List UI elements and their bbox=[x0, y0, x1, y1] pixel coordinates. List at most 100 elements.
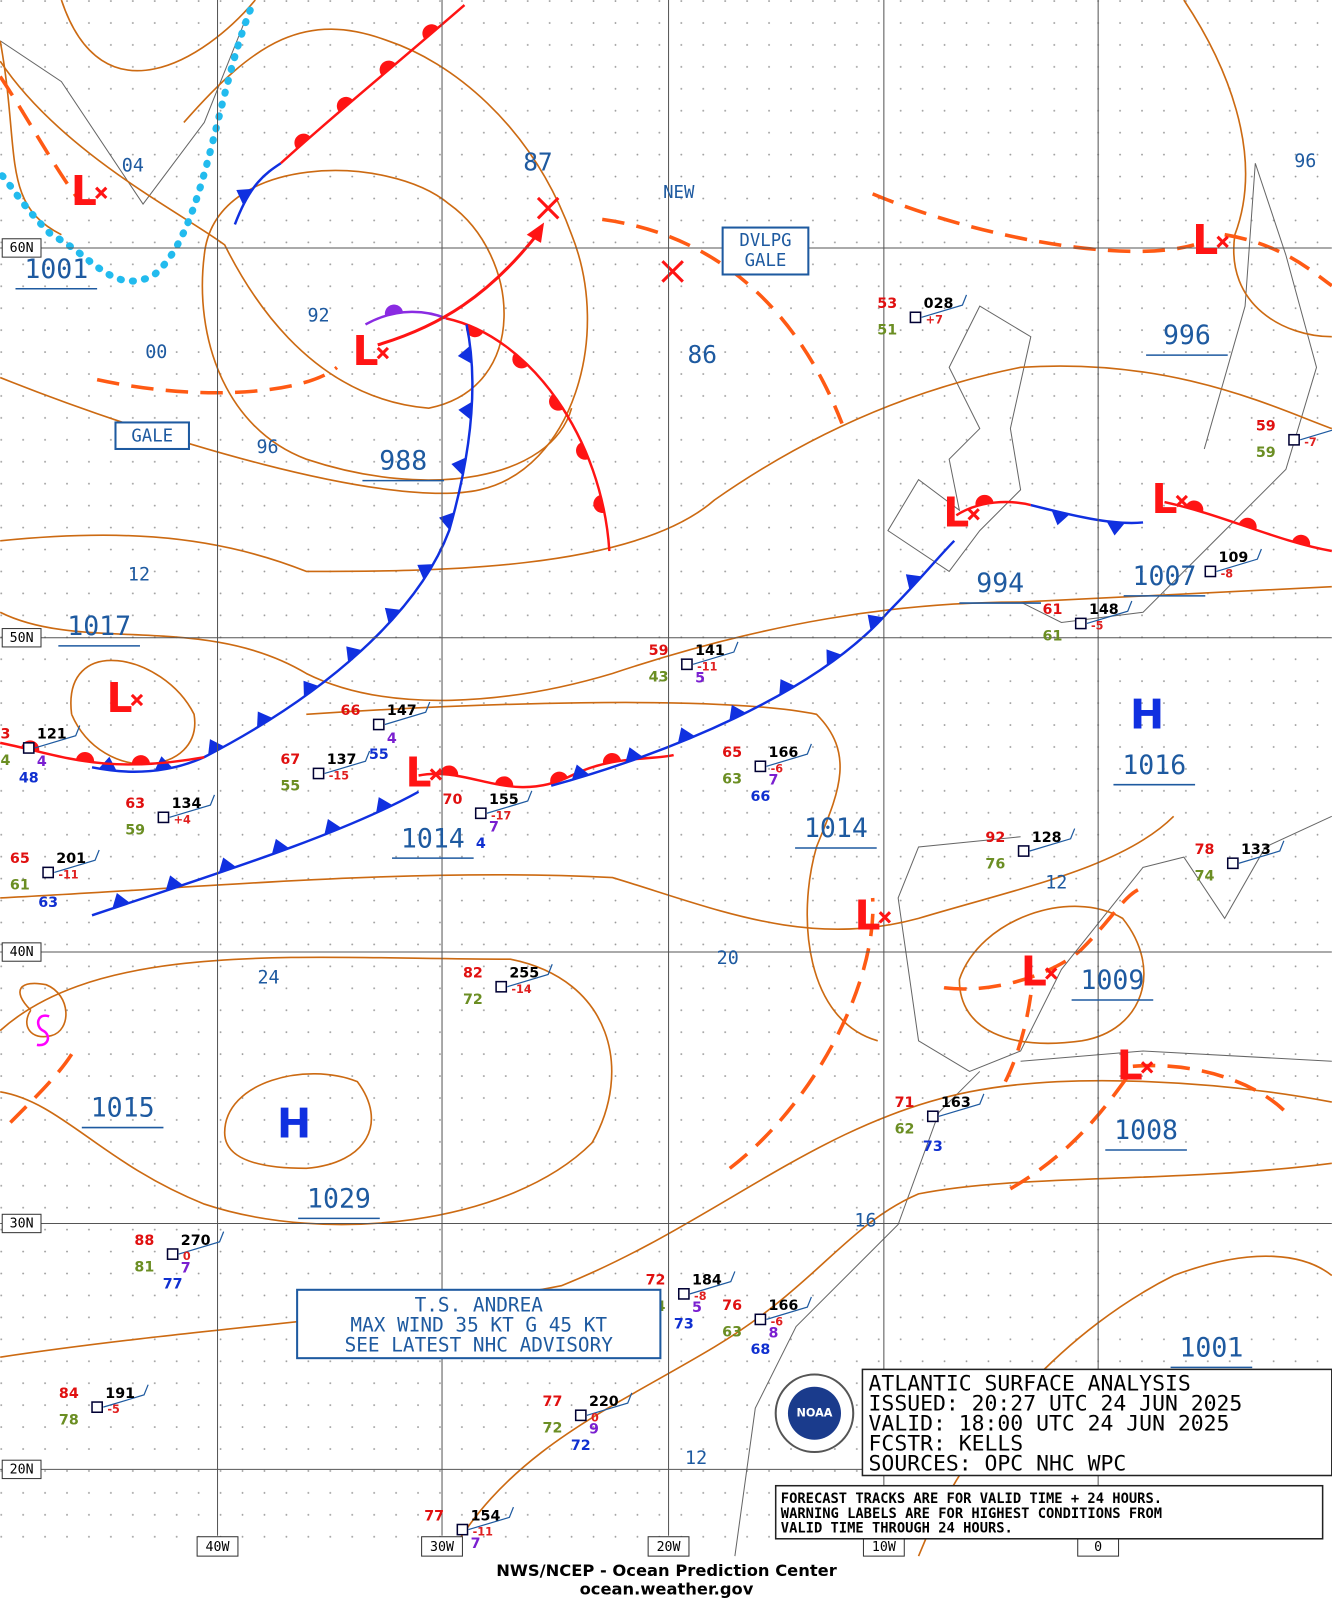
isobar-label: 92 bbox=[307, 305, 329, 326]
latitude-label: 30N bbox=[10, 1216, 34, 1231]
cold-front-symbol bbox=[165, 875, 184, 891]
lat-label-box bbox=[1, 1213, 42, 1234]
footer-text: NWS/NCEP - Ocean Prediction Center bbox=[496, 1561, 837, 1580]
warm-front-symbol bbox=[439, 765, 459, 776]
pressure-label: 1014 bbox=[401, 823, 465, 854]
cold-front-symbol bbox=[324, 819, 342, 835]
wind-barb bbox=[586, 1392, 633, 1416]
pressure-label: 1017 bbox=[67, 611, 131, 642]
station-dew: 63 bbox=[722, 1325, 742, 1341]
cold-front-symbol bbox=[729, 704, 746, 721]
center-x bbox=[130, 693, 144, 707]
station-blue: 63 bbox=[38, 895, 58, 911]
track-arrowhead bbox=[526, 222, 545, 243]
cold-front-symbol bbox=[218, 857, 237, 873]
station-blue: 48 bbox=[19, 771, 39, 787]
info-text: VALID: 18:00 UTC 24 JUN 2025 bbox=[869, 1411, 1230, 1436]
isobar bbox=[0, 815, 1175, 930]
station-pressure: 137 bbox=[327, 752, 357, 768]
latitude-label: 60N bbox=[10, 241, 34, 256]
station-marker bbox=[1226, 857, 1239, 870]
cold-front-symbol bbox=[779, 679, 796, 696]
station-sea: 7 bbox=[181, 1260, 191, 1276]
warm-front-symbol bbox=[379, 60, 396, 76]
station-temp: 61 bbox=[1043, 602, 1063, 618]
cold-front-symbol bbox=[346, 646, 362, 663]
trough bbox=[601, 217, 844, 425]
center-x bbox=[1140, 1061, 1154, 1074]
station-marker bbox=[1204, 565, 1217, 578]
wind-barb bbox=[766, 743, 812, 767]
station-marker bbox=[372, 718, 385, 731]
station-dew: 61 bbox=[1043, 629, 1063, 645]
lat-label-box bbox=[1, 628, 42, 648]
station-tendency: -6 bbox=[771, 762, 784, 775]
pressure-center: L bbox=[107, 674, 133, 722]
warm-front-symbol bbox=[602, 753, 622, 764]
station-pressure: 166 bbox=[769, 1298, 799, 1314]
isobar-label: 87 bbox=[523, 147, 552, 176]
pressure-center: H bbox=[277, 1100, 311, 1148]
wind-barb bbox=[1029, 828, 1076, 852]
station-marker bbox=[91, 1401, 103, 1414]
station-tendency: -6 bbox=[771, 1315, 784, 1328]
cold-front-symbol bbox=[677, 727, 695, 744]
station-blue: 55 bbox=[369, 747, 389, 763]
station-marker bbox=[1017, 845, 1030, 857]
station-marker bbox=[1074, 617, 1087, 630]
station-pressure: 163 bbox=[941, 1095, 971, 1111]
wind-barb bbox=[324, 750, 371, 775]
station-marker bbox=[495, 980, 508, 993]
forecast-position bbox=[536, 196, 560, 220]
station-dew: 61 bbox=[10, 878, 30, 894]
station-marker bbox=[754, 760, 767, 773]
isobar-label: 96 bbox=[256, 437, 278, 458]
warning-label: DVLPG bbox=[739, 231, 791, 251]
trough bbox=[1003, 994, 1033, 1083]
station-pressure: 155 bbox=[489, 792, 519, 808]
station-tendency: -8 bbox=[694, 1290, 707, 1303]
isobar-label: 86 bbox=[687, 340, 716, 369]
station-temp: 65 bbox=[722, 745, 742, 761]
pressure-center: L bbox=[943, 488, 969, 536]
forecast-position bbox=[661, 260, 684, 283]
station-blue: 73 bbox=[923, 1139, 943, 1155]
station-marker bbox=[456, 1523, 469, 1536]
wind-barb bbox=[1238, 840, 1285, 864]
station-tendency: -15 bbox=[329, 770, 349, 783]
station-temp: 72 bbox=[646, 1273, 666, 1289]
pressure-center: L bbox=[352, 327, 378, 375]
pressure-label: 1015 bbox=[91, 1093, 155, 1124]
storm-text: T.S. ANDREA bbox=[415, 1294, 544, 1317]
warm-front-symbol bbox=[512, 352, 529, 369]
cold-front-symbol bbox=[236, 188, 253, 205]
wind-barb bbox=[921, 294, 968, 318]
station-blue: 4 bbox=[476, 836, 486, 852]
front-line bbox=[1030, 503, 1144, 525]
isobar-label: 96 bbox=[1294, 151, 1316, 172]
wind-barb bbox=[1300, 429, 1332, 441]
longitude-label: 40W bbox=[206, 1540, 230, 1555]
center-x bbox=[95, 186, 108, 200]
station-temp: 78 bbox=[1195, 842, 1215, 858]
lat-label-box bbox=[1, 1459, 42, 1480]
storm-text: MAX WIND 35 KT G 45 KT bbox=[350, 1314, 607, 1337]
pressure-label: 1001 bbox=[1179, 1332, 1243, 1363]
cold-front-symbol bbox=[1051, 510, 1070, 526]
station-pressure: 147 bbox=[387, 703, 417, 719]
wind-barb bbox=[103, 1384, 149, 1408]
station-tendency: +4 bbox=[174, 813, 191, 826]
isobar-label: 12 bbox=[1045, 873, 1067, 894]
station-tendency: -7 bbox=[1304, 436, 1316, 449]
warm-front-symbol bbox=[294, 133, 311, 149]
isobar bbox=[223, 1073, 373, 1170]
station-dew: 43 bbox=[649, 670, 669, 686]
noaa-logo-inner bbox=[787, 1386, 841, 1440]
isobar bbox=[0, 60, 573, 481]
longitude-label: 0 bbox=[1094, 1540, 1102, 1555]
wind-barb bbox=[938, 1093, 985, 1117]
isobar bbox=[0, 585, 1332, 702]
center-x bbox=[967, 508, 980, 521]
trough bbox=[1009, 1068, 1135, 1191]
